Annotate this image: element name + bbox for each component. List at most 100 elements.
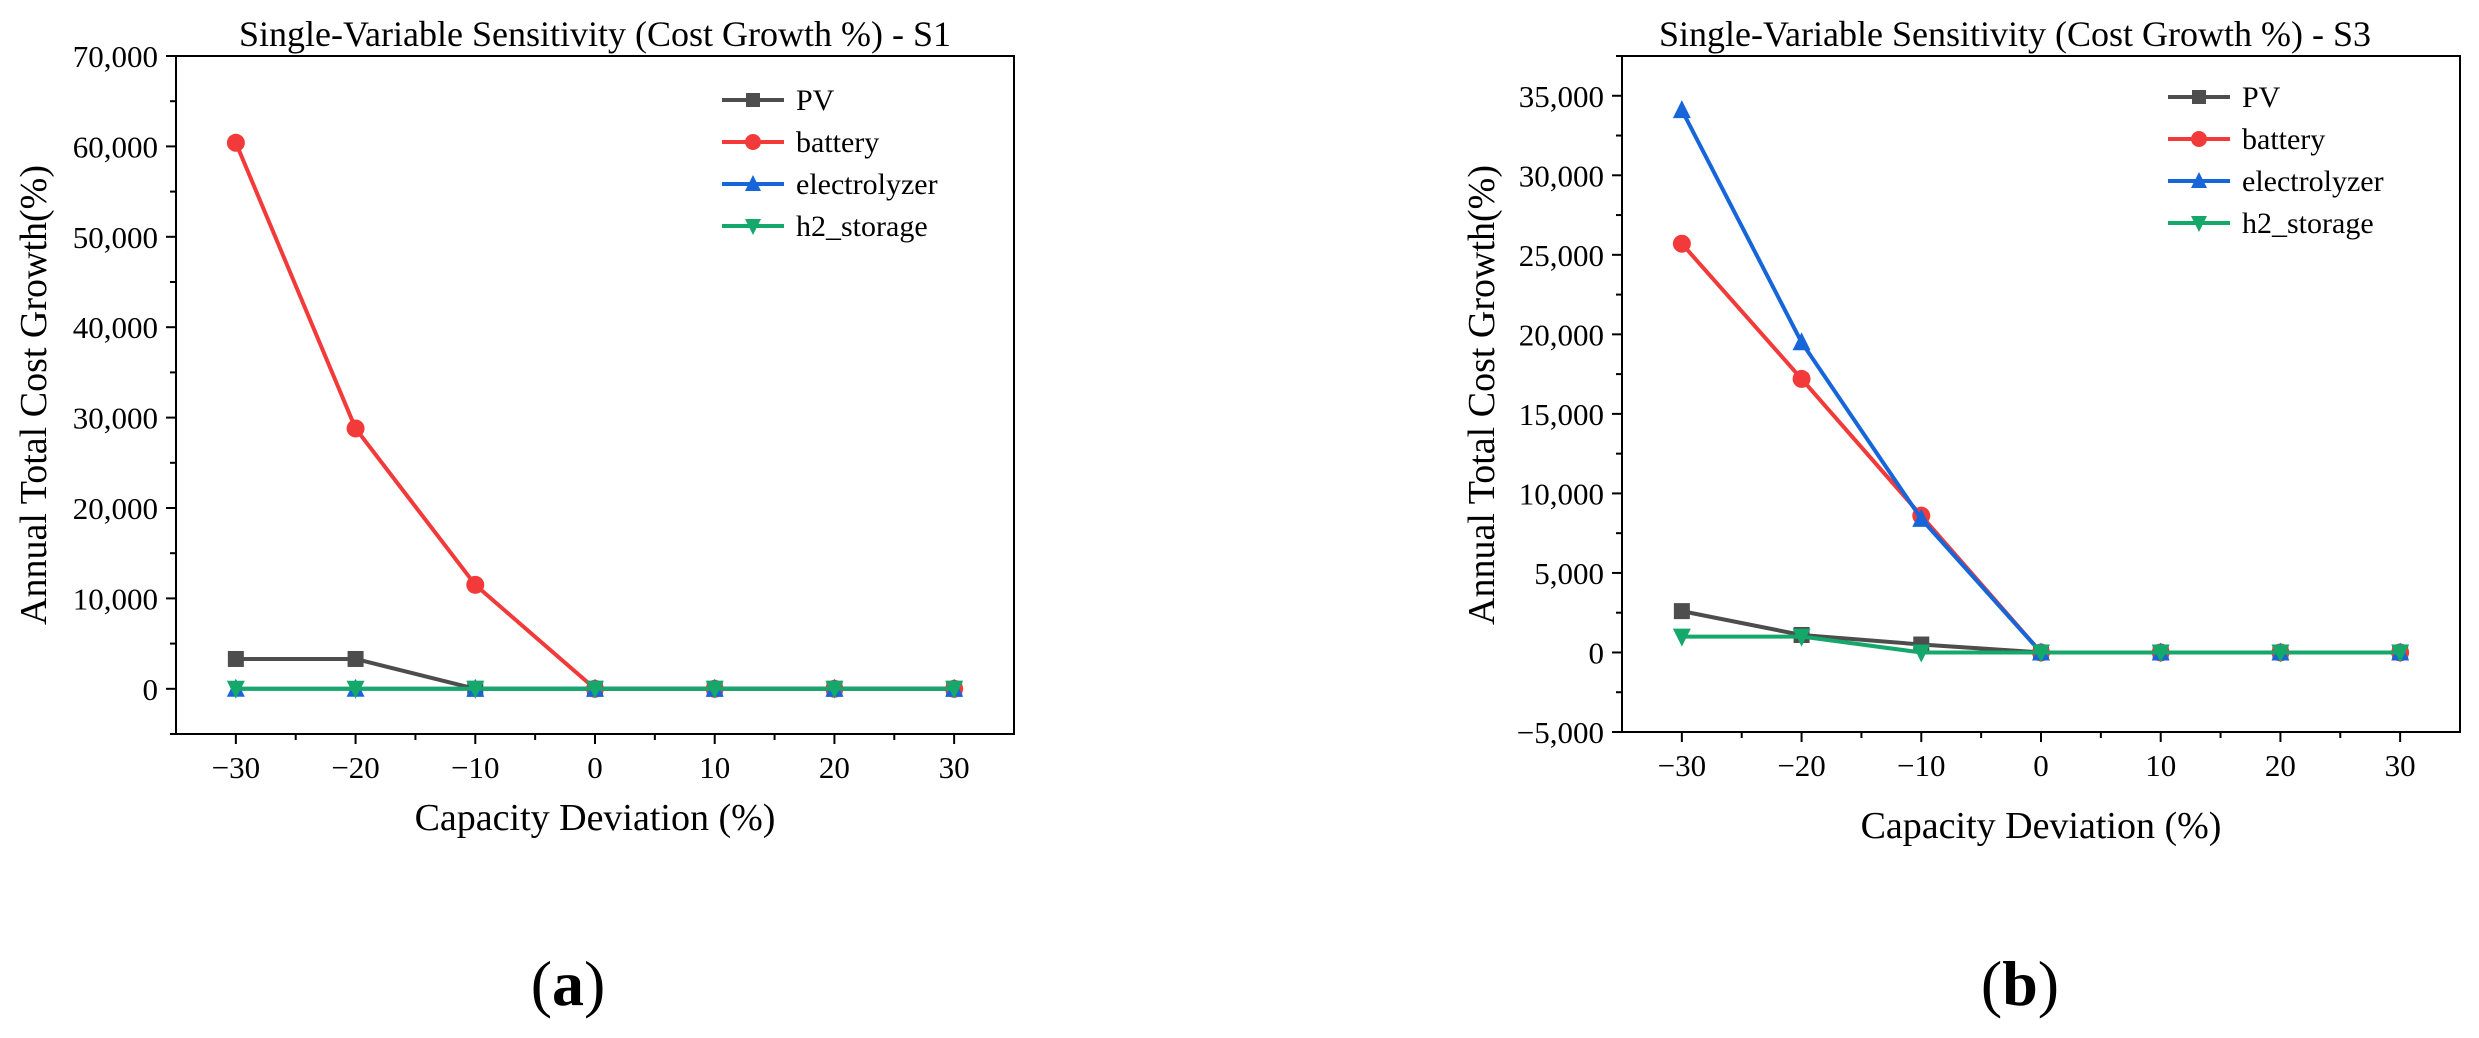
legend-label-h2-storage: h2_storage <box>2242 207 2374 240</box>
panel-label-close: ) <box>584 948 605 1019</box>
panel-label-close: ) <box>2038 948 2059 1019</box>
series-layer <box>226 133 964 699</box>
data-point-h2-storage <box>346 680 365 699</box>
legend-label-pv: PV <box>796 84 835 117</box>
x-tick-label: −10 <box>1897 748 1945 783</box>
legend-label-h2-storage: h2_storage <box>796 210 928 243</box>
y-tick-label: 40,000 <box>73 310 158 345</box>
x-tick-label: 30 <box>939 750 970 785</box>
panel-label: (a) <box>531 948 606 1019</box>
x-tick-label: 20 <box>2265 748 2296 783</box>
y-tick-label: 60,000 <box>73 129 158 164</box>
y-tick-label: 0 <box>143 672 159 707</box>
x-tick-label: 0 <box>2033 748 2049 783</box>
y-tick-label: 5,000 <box>1534 556 1604 591</box>
legend-marker-battery <box>2191 131 2207 147</box>
data-point-h2-storage <box>2271 644 2290 663</box>
data-point-electrolyzer <box>1672 100 1691 119</box>
x-tick-label: 0 <box>587 750 603 785</box>
data-point-h2-storage <box>2391 644 2410 663</box>
y-axis: −5,000 0 5,000 10,000 15,000 20,000 25,000 30,0… <box>1517 55 1622 750</box>
data-point-battery <box>1672 234 1691 253</box>
data-point-h2-storage <box>945 680 964 699</box>
y-tick-label: −5,000 <box>1517 715 1604 750</box>
series-layer <box>1672 100 2410 663</box>
data-point-h2-storage <box>1792 628 1811 647</box>
chart-title: Single-Variable Sensitivity (Cost Growth… <box>1659 14 2371 54</box>
data-point-h2-storage <box>586 680 604 699</box>
y-tick-label: 0 <box>1589 635 1605 670</box>
data-point-h2-storage <box>466 680 485 699</box>
legend-label-electrolyzer: electrolyzer <box>2242 165 2384 198</box>
x-tick-label: 20 <box>819 750 850 785</box>
data-point-h2-storage <box>226 680 245 699</box>
panel-label-open: ( <box>1981 948 2002 1019</box>
x-tick-label: −30 <box>212 750 260 785</box>
x-axis: −30 −20 −10 0 10 20 30 <box>1658 732 2416 783</box>
data-point-pv <box>347 650 364 667</box>
data-point-h2-storage <box>2151 644 2170 663</box>
y-tick-label: 15,000 <box>1519 397 1604 432</box>
x-tick-label: −30 <box>1658 748 1706 783</box>
data-point-battery <box>1792 369 1811 388</box>
x-tick-label: −20 <box>1777 748 1825 783</box>
data-point-pv <box>227 650 244 667</box>
legend: PV battery electrolyzer h2_storage <box>2168 81 2384 240</box>
plot-frame <box>175 55 1015 735</box>
data-point-h2-storage <box>825 680 844 699</box>
x-axis-label: Capacity Deviation (%) <box>415 797 776 839</box>
y-tick-label: 25,000 <box>1519 238 1604 273</box>
legend-label-battery: battery <box>2242 123 2325 156</box>
y-axis-label: Annual Total Cost Growth(%) <box>1461 165 1503 625</box>
panel-label-open: ( <box>531 948 552 1019</box>
x-tick-label: 10 <box>2145 748 2176 783</box>
x-tick-label: −10 <box>451 750 499 785</box>
panel-label-letter: a <box>552 948 584 1019</box>
data-point-pv <box>1673 603 1690 620</box>
x-tick-label: 30 <box>2385 748 2416 783</box>
y-tick-label: 20,000 <box>73 491 158 526</box>
plot-frame <box>1621 55 2461 733</box>
data-point-h2-storage <box>2032 644 2050 663</box>
data-point-h2-storage <box>1912 644 1931 663</box>
data-point-electrolyzer <box>1912 508 1931 527</box>
legend-label-battery: battery <box>796 126 879 159</box>
y-tick-label: 70,000 <box>73 39 158 74</box>
y-tick-label: 10,000 <box>73 581 158 616</box>
x-axis-label: Capacity Deviation (%) <box>1861 805 2222 847</box>
data-point-h2-storage <box>705 680 724 699</box>
x-axis: −30 −20 −10 0 10 20 30 <box>212 734 970 785</box>
y-tick-label: 20,000 <box>1519 317 1604 352</box>
y-axis-label: Annual Total Cost Growth(%) <box>13 165 55 625</box>
series-line-battery <box>1680 242 2401 655</box>
legend-marker-electrolyzer <box>2191 172 2207 188</box>
y-tick-label: 30,000 <box>1519 158 1604 193</box>
y-tick-label: 35,000 <box>1519 79 1604 114</box>
x-tick-label: −20 <box>331 750 379 785</box>
legend-marker-h2-storage <box>745 219 761 235</box>
data-point-battery <box>466 575 485 594</box>
legend-marker-battery <box>745 134 761 150</box>
data-point-battery <box>346 419 365 438</box>
y-tick-label: 30,000 <box>73 401 158 436</box>
data-point-h2-storage <box>1672 628 1691 647</box>
chart-panel-b: Single-Variable Sensitivity (Cost Growth… <box>1461 14 2461 1019</box>
data-point-electrolyzer <box>1792 332 1811 351</box>
chart-panel-a: Single-Variable Sensitivity (Cost Growth… <box>13 14 1015 1019</box>
data-point-battery <box>226 133 245 152</box>
chart-title: Single-Variable Sensitivity (Cost Growth… <box>239 14 951 54</box>
y-axis: 0 10,000 20,000 30,000 40,000 50,000 60,000 70,… <box>73 39 176 735</box>
legend: PV battery electrolyzer h2_storage <box>722 84 938 243</box>
legend-label-pv: PV <box>2242 81 2281 114</box>
y-tick-label: 10,000 <box>1519 476 1604 511</box>
legend-marker-pv <box>746 93 760 107</box>
panel-label: (b) <box>1981 948 2059 1019</box>
x-tick-label: 10 <box>699 750 730 785</box>
legend-marker-electrolyzer <box>745 175 761 191</box>
legend-label-electrolyzer: electrolyzer <box>796 168 938 201</box>
panel-label-letter: b <box>2002 948 2038 1019</box>
legend-marker-h2-storage <box>2191 216 2207 232</box>
y-tick-label: 50,000 <box>73 220 158 255</box>
legend-marker-pv <box>2192 90 2206 104</box>
